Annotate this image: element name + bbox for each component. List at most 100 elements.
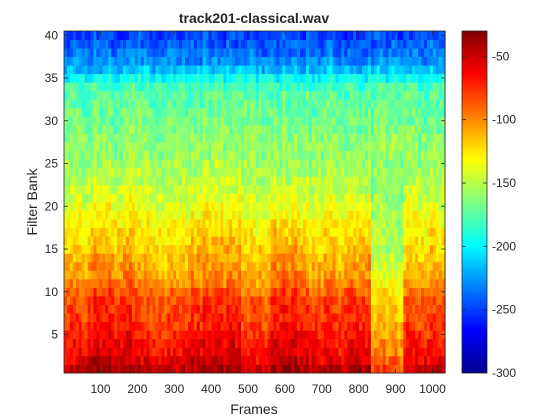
heatmap-cell bbox=[78, 56, 83, 66]
heatmap-cell bbox=[87, 133, 92, 143]
heatmap-cell bbox=[66, 236, 71, 246]
heatmap-cell bbox=[285, 73, 289, 83]
heatmap-cell bbox=[423, 167, 428, 177]
heatmap-cell bbox=[423, 31, 428, 40]
heatmap-cell bbox=[238, 31, 242, 40]
heatmap-cell bbox=[93, 253, 98, 263]
heatmap-cell bbox=[391, 347, 396, 357]
heatmap-cell bbox=[202, 193, 207, 203]
heatmap-cell bbox=[362, 125, 366, 134]
heatmap-cell bbox=[223, 90, 227, 100]
heatmap-cell bbox=[403, 296, 407, 305]
heatmap-cell bbox=[131, 330, 136, 340]
heatmap-cell bbox=[184, 236, 189, 246]
heatmap-cell bbox=[184, 202, 189, 211]
heatmap-cell bbox=[305, 184, 310, 194]
heatmap-cell bbox=[152, 330, 157, 340]
heatmap-cell bbox=[421, 116, 425, 126]
heatmap-cell bbox=[320, 159, 325, 169]
heatmap-cell bbox=[300, 150, 304, 160]
heatmap-cell bbox=[137, 227, 142, 237]
heatmap-cell bbox=[376, 219, 381, 229]
heatmap-cell bbox=[90, 193, 95, 203]
heatmap-cell bbox=[320, 347, 325, 357]
heatmap-cell bbox=[102, 347, 106, 357]
heatmap-cell bbox=[173, 355, 177, 365]
heatmap-cell bbox=[426, 142, 431, 152]
heatmap-cell bbox=[397, 253, 401, 263]
heatmap-cell bbox=[317, 73, 322, 83]
heatmap-cell bbox=[282, 99, 286, 109]
heatmap-cell bbox=[111, 287, 115, 297]
heatmap-cell bbox=[190, 244, 195, 254]
heatmap-cell bbox=[421, 107, 425, 117]
heatmap-cell bbox=[397, 355, 401, 365]
heatmap-cell bbox=[423, 116, 428, 126]
heatmap-cell bbox=[347, 116, 351, 126]
heatmap-cell bbox=[382, 244, 387, 254]
heatmap-cell bbox=[108, 219, 112, 229]
heatmap-cell bbox=[249, 48, 254, 58]
heatmap-cell bbox=[246, 56, 251, 66]
heatmap-cell bbox=[261, 253, 266, 263]
heatmap-cell bbox=[64, 278, 68, 288]
heatmap-cell bbox=[102, 90, 106, 100]
heatmap-cell bbox=[370, 150, 375, 160]
heatmap-cell bbox=[143, 347, 148, 357]
heatmap-cell bbox=[297, 184, 301, 194]
heatmap-cell bbox=[403, 364, 407, 374]
heatmap-cell bbox=[344, 142, 348, 152]
heatmap-cell bbox=[161, 65, 165, 75]
heatmap-cell bbox=[344, 244, 348, 254]
heatmap-cell bbox=[264, 244, 269, 254]
heatmap-cell bbox=[314, 39, 319, 49]
heatmap-cell bbox=[199, 253, 204, 263]
heatmap-cell bbox=[202, 142, 207, 152]
heatmap-cell bbox=[276, 167, 280, 177]
heatmap-cell bbox=[184, 65, 189, 75]
heatmap-cell bbox=[382, 99, 387, 109]
heatmap-cell bbox=[347, 193, 351, 203]
heatmap-cell bbox=[117, 48, 121, 58]
heatmap-cell bbox=[108, 296, 112, 305]
heatmap-cell bbox=[388, 184, 393, 194]
heatmap-cell bbox=[379, 347, 384, 357]
heatmap-cell bbox=[362, 355, 366, 365]
heatmap-cell bbox=[187, 125, 192, 134]
heatmap-cell bbox=[93, 82, 98, 92]
heatmap-cell bbox=[400, 219, 404, 229]
heatmap-cell bbox=[359, 219, 363, 229]
heatmap-cell bbox=[391, 176, 396, 186]
heatmap-cell bbox=[235, 176, 239, 186]
heatmap-cell bbox=[252, 65, 257, 75]
heatmap-cell bbox=[105, 278, 109, 288]
heatmap-cell bbox=[364, 338, 369, 348]
heatmap-cell bbox=[288, 133, 292, 143]
heatmap-cell bbox=[311, 321, 316, 331]
heatmap-cell bbox=[64, 347, 68, 357]
heatmap-cell bbox=[382, 125, 387, 134]
heatmap-cell bbox=[412, 338, 416, 348]
heatmap-cell bbox=[131, 56, 136, 66]
heatmap-cell bbox=[409, 219, 413, 229]
heatmap-cell bbox=[252, 31, 257, 40]
heatmap-cell bbox=[350, 150, 354, 160]
heatmap-cell bbox=[205, 253, 210, 263]
heatmap-cell bbox=[146, 227, 151, 237]
heatmap-cell bbox=[303, 321, 307, 331]
heatmap-cell bbox=[170, 338, 174, 348]
heatmap-cell bbox=[187, 304, 192, 314]
heatmap-cell bbox=[117, 338, 121, 348]
heatmap-cell bbox=[376, 193, 381, 203]
heatmap-cell bbox=[202, 219, 207, 229]
heatmap-cell bbox=[317, 116, 322, 126]
heatmap-cell bbox=[72, 364, 77, 374]
heatmap-cell bbox=[105, 125, 109, 134]
heatmap-cell bbox=[406, 184, 410, 194]
heatmap-cell bbox=[105, 202, 109, 211]
heatmap-cell bbox=[75, 313, 80, 323]
heatmap-cell bbox=[418, 219, 422, 229]
heatmap-cell bbox=[276, 193, 280, 203]
heatmap-cell bbox=[72, 133, 77, 143]
heatmap-cell bbox=[220, 125, 224, 134]
